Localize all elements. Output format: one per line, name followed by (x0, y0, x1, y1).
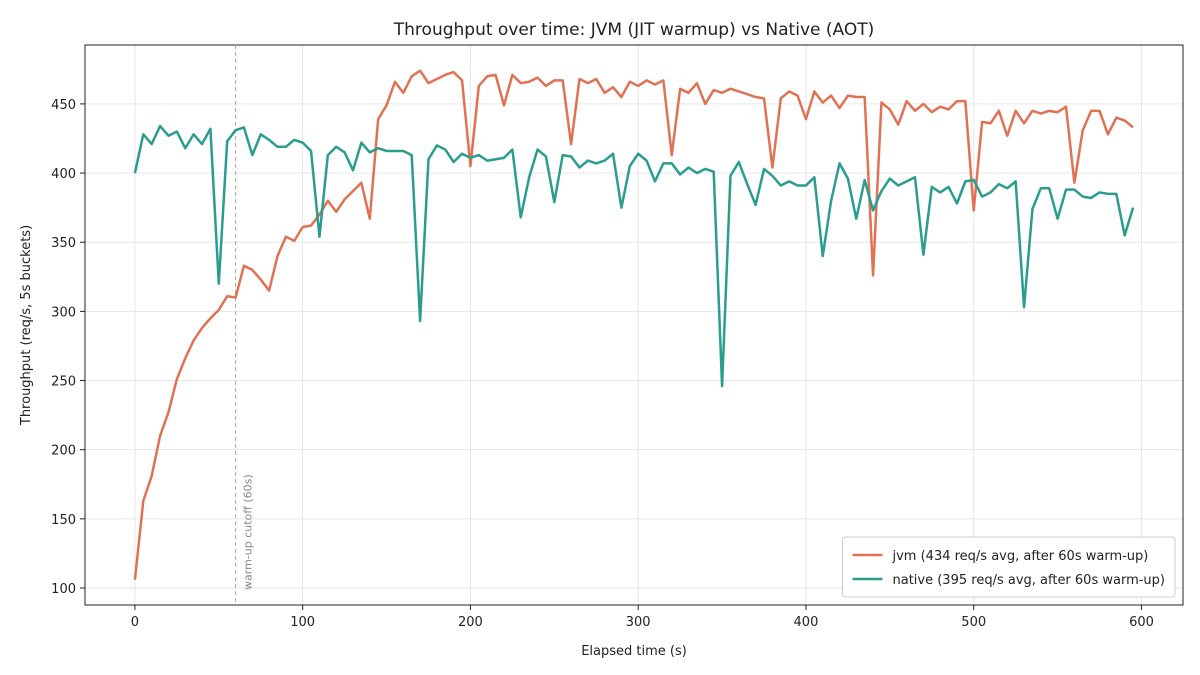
y-tick-label: 100 (51, 582, 76, 597)
annotation-text: warm-up cutoff (60s) (242, 474, 255, 590)
chart-title: Throughput over time: JVM (JIT warmup) v… (393, 20, 874, 40)
legend: jvm (434 req/s avg, after 60s warm-up) na… (842, 536, 1176, 598)
y-tick-label: 350 (51, 236, 76, 251)
x-tick-label: 300 (626, 615, 651, 630)
series-line (133, 69, 1134, 580)
y-axis-label: Throughput (req/s, 5s buckets) (19, 225, 34, 426)
y-tick-label: 250 (51, 375, 76, 390)
y-tick-label: 300 (51, 305, 76, 320)
x-tick-label: 100 (290, 615, 315, 630)
y-tick-label: 150 (51, 513, 76, 528)
y-tick-label: 450 (51, 98, 76, 113)
x-tick-label: 400 (794, 615, 819, 630)
x-axis-label: Elapsed time (s) (581, 644, 687, 659)
plot-frame (84, 44, 1184, 606)
legend-label: native (395 req/s avg, after 60s warm-up… (893, 573, 1166, 588)
x-tick-label: 600 (1129, 615, 1154, 630)
legend-label: jvm (434 req/s avg, after 60s warm-up) (892, 549, 1149, 564)
y-tick-label: 400 (51, 167, 76, 182)
x-tick-label: 500 (961, 615, 986, 630)
y-tick-label: 200 (51, 444, 76, 459)
legend-box (842, 536, 1176, 598)
series-line (133, 124, 1135, 388)
x-tick-label: 200 (458, 615, 483, 630)
x-tick-label: 0 (131, 615, 139, 630)
